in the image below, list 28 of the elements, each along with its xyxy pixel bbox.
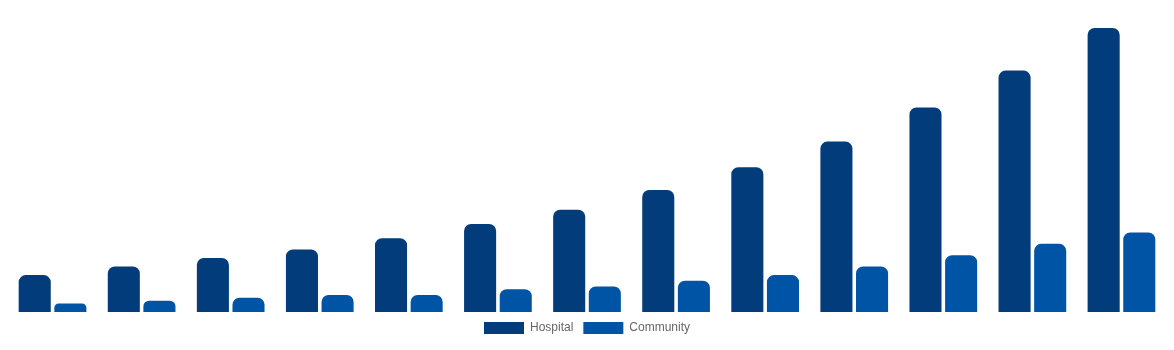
bar — [196, 258, 229, 312]
bar — [998, 70, 1031, 312]
bar — [54, 303, 87, 312]
bar — [553, 209, 586, 312]
legend-label: Hospital — [529, 320, 574, 335]
bar — [321, 294, 354, 312]
bar — [1087, 28, 1120, 312]
legend-label: Community — [629, 320, 691, 335]
bar — [107, 266, 140, 312]
bar — [1034, 243, 1067, 312]
bar — [143, 300, 176, 312]
bar — [909, 107, 942, 312]
bar — [945, 255, 978, 312]
bar — [464, 223, 497, 312]
bar — [232, 297, 265, 312]
bar — [285, 249, 318, 312]
bar — [820, 141, 853, 312]
bar — [499, 289, 532, 312]
bar — [18, 275, 51, 312]
bar — [588, 286, 621, 312]
bar — [1123, 232, 1156, 312]
bar — [731, 167, 764, 312]
bar — [677, 280, 710, 312]
bar — [375, 238, 408, 312]
bar — [642, 189, 675, 312]
bar — [410, 294, 443, 312]
bar — [766, 275, 799, 312]
bar — [856, 266, 889, 312]
